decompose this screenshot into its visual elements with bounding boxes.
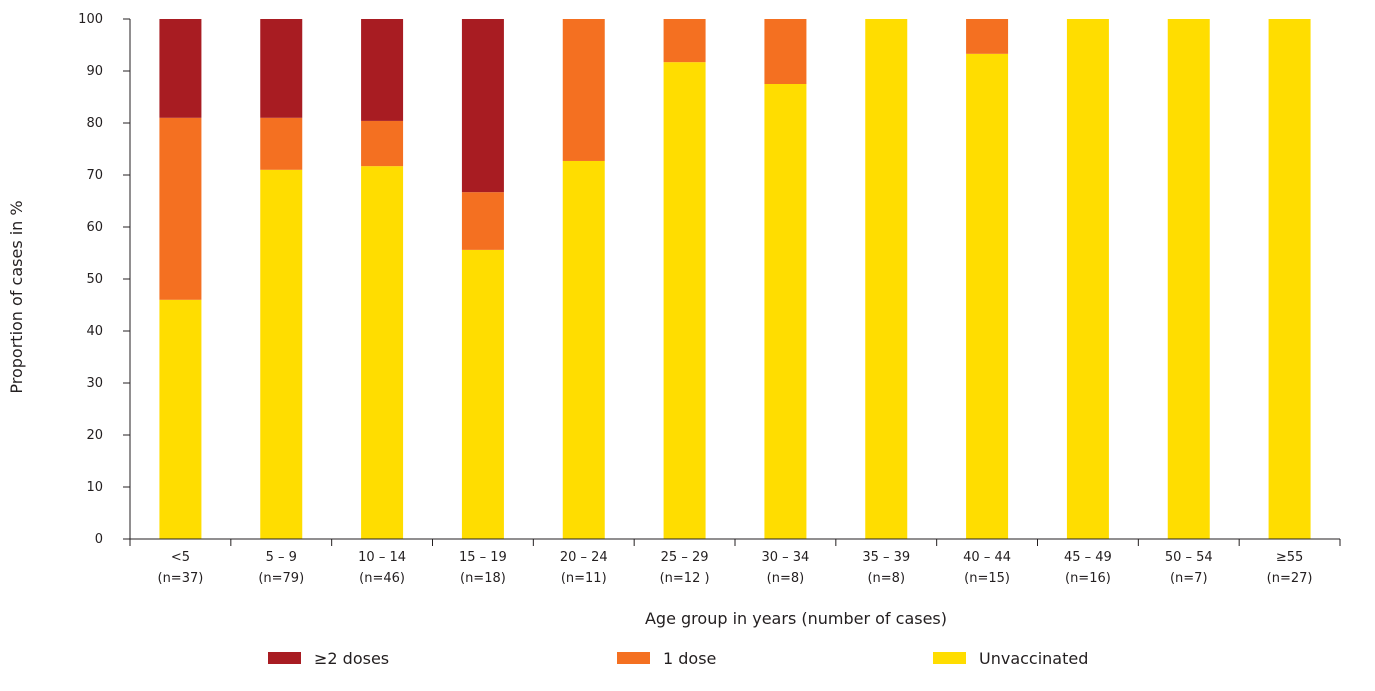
bar-1-dose-4: [461, 192, 504, 250]
x-tick-label-age: 30 – 34: [761, 550, 809, 565]
x-tick-label-count: (n=18): [460, 571, 506, 586]
x-tick-label-count: (n=79): [258, 571, 304, 586]
x-tick-label-age: 10 – 14: [358, 550, 406, 565]
x-tick-label-age: 45 – 49: [1064, 550, 1112, 565]
legend-swatch: [617, 652, 650, 664]
x-axis: <5 (n=37) 5 – 9 (n=79) 10 – 14 (n=46) 15 – 19 (…: [129, 538, 1341, 586]
y-tick-label: 80: [86, 116, 103, 131]
y-tick-label: 20: [86, 428, 103, 443]
x-tick-label-age: 35 – 39: [862, 550, 910, 565]
x-tick-label-count: (n=16): [1065, 571, 1111, 586]
x-tick-label-age: 40 – 44: [963, 550, 1011, 565]
legend-swatch: [268, 652, 301, 664]
x-tick-label-age: 20 – 24: [560, 550, 608, 565]
bar-2-doses-4: [461, 19, 504, 193]
x-tick-label-count: (n=27): [1267, 571, 1313, 586]
stacked-bar-chart: 0 10 20 30 40 50 60 70 80 90 100 <5 (n=37) 5 – 9 (n=7…: [7, 12, 1341, 628]
y-axis-title: Proportion of cases in %: [7, 200, 26, 393]
y-tick-label: 0: [95, 532, 103, 547]
bar-unvaccinated-7: [764, 84, 807, 539]
bar-unvaccinated-11: [1167, 19, 1210, 539]
legend-label: Unvaccinated: [979, 648, 1089, 668]
bar-1-dose-9: [966, 19, 1009, 54]
x-tick-label-count: (n=7): [1170, 571, 1208, 586]
y-tick-label: 90: [86, 64, 103, 79]
legend-item: ≥2 doses: [268, 643, 389, 673]
x-tick-label-count: (n=15): [964, 571, 1010, 586]
legend-swatch: [933, 652, 966, 664]
x-tick-label-age: 50 – 54: [1165, 550, 1213, 565]
y-tick-label: 70: [86, 168, 103, 183]
x-tick-label-age: 25 – 29: [661, 550, 709, 565]
legend-item: Unvaccinated: [933, 643, 1088, 673]
y-tick-label: 40: [86, 324, 103, 339]
bar-unvaccinated-2: [260, 169, 303, 540]
bars-group: [159, 19, 1311, 540]
bar-1-dose-1: [159, 117, 202, 300]
bar-1-dose-5: [562, 19, 605, 161]
bar-unvaccinated-12: [1268, 19, 1311, 539]
bar-1-dose-3: [361, 120, 404, 167]
legend: ≥2 doses 1 dose Unvaccinated: [0, 643, 1375, 673]
bar-1-dose-2: [260, 117, 303, 170]
bar-unvaccinated-4: [461, 249, 504, 539]
x-tick-label-count: (n=37): [158, 571, 204, 586]
legend-label: 1 dose: [663, 648, 717, 668]
bar-unvaccinated-1: [159, 299, 202, 539]
x-axis-title: Age group in years (number of cases): [645, 609, 947, 628]
y-tick-label: 100: [78, 12, 103, 27]
bar-unvaccinated-5: [562, 160, 605, 539]
y-tick-label: 10: [86, 480, 103, 495]
x-tick-label-count: (n=11): [561, 571, 607, 586]
bar-2-doses-2: [260, 19, 303, 118]
x-tick-label-count: (n=12 ): [660, 571, 710, 586]
bar-2-doses-3: [361, 19, 404, 121]
x-tick-label-count: (n=8): [767, 571, 805, 586]
bar-unvaccinated-8: [865, 19, 908, 539]
y-tick-label: 50: [86, 272, 103, 287]
legend-label: ≥2 doses: [314, 648, 390, 668]
bar-unvaccinated-3: [361, 166, 404, 539]
x-tick-label-age: ≥55: [1276, 550, 1303, 565]
x-tick-label-count: (n=8): [867, 571, 905, 586]
bar-unvaccinated-9: [966, 53, 1009, 540]
y-tick-label: 60: [86, 220, 103, 235]
y-axis: 0 10 20 30 40 50 60 70 80 90 100: [78, 12, 131, 547]
bar-2-doses-1: [159, 19, 202, 118]
x-tick-label-age: 15 – 19: [459, 550, 507, 565]
x-tick-label-age: <5: [171, 550, 190, 565]
legend-item: 1 dose: [617, 643, 716, 673]
bar-1-dose-7: [764, 19, 807, 84]
bar-unvaccinated-10: [1066, 19, 1109, 539]
bar-1-dose-6: [663, 19, 706, 63]
y-tick-label: 30: [86, 376, 103, 391]
x-tick-label-count: (n=46): [359, 571, 405, 586]
bar-unvaccinated-6: [663, 62, 706, 539]
x-tick-label-age: 5 – 9: [266, 550, 297, 565]
